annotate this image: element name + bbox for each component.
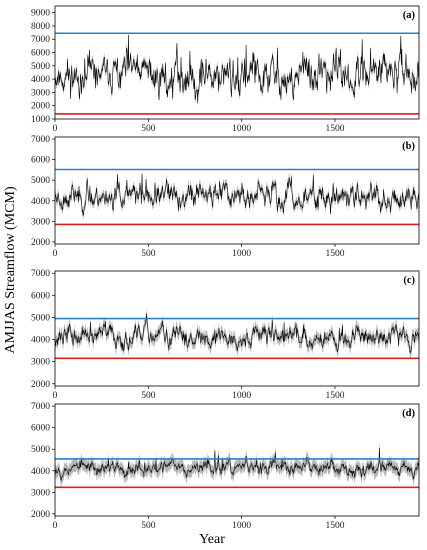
x-axis-label: Year xyxy=(199,532,225,547)
y-tick-label: 5000 xyxy=(31,445,50,455)
y-tick-label: 4000 xyxy=(31,197,50,207)
panel-a: 1000 2000 3000 4000 5000 6000 7000 8000 9000 0 500… xyxy=(31,5,420,134)
y-tick-label: 5000 xyxy=(31,62,50,72)
x-tick-label: 0 xyxy=(53,124,58,134)
x-tick-label: 1000 xyxy=(232,391,251,401)
y-tick-label: 7000 xyxy=(31,402,50,412)
y-tick-label: 6000 xyxy=(31,424,50,434)
plot-frame xyxy=(54,270,420,387)
uncertainty-band xyxy=(55,169,419,220)
y-tick-label: 3000 xyxy=(31,88,50,98)
x-tick-label: 1500 xyxy=(326,391,345,401)
y-tick-label: 2000 xyxy=(31,510,50,520)
panel-label: (a) xyxy=(403,10,416,21)
y-tick-label: 2000 xyxy=(31,102,50,112)
panel-b: 2000 3000 4000 5000 6000 7000 0 500 1000 1500 (b) xyxy=(31,135,420,259)
y-tick-label: 4000 xyxy=(31,467,50,477)
panel-d: 2000 3000 4000 5000 6000 7000 0 500 1000 1500 (d) xyxy=(31,402,420,531)
y-tick-label: 3000 xyxy=(31,217,50,227)
y-tick-label: 6000 xyxy=(31,156,50,166)
y-tick-label: 4000 xyxy=(31,336,50,346)
panel-label: (b) xyxy=(402,141,415,152)
panel-c: 2000 3000 4000 5000 6000 7000 0 500 1000 1500 (c) xyxy=(31,269,420,401)
panel-label: (d) xyxy=(402,408,415,419)
x-tick-label: 1500 xyxy=(326,124,345,134)
y-tick-label: 4000 xyxy=(31,75,50,85)
streamflow-series-line xyxy=(54,173,420,216)
y-tick-label: 9000 xyxy=(31,9,50,19)
y-tick-label: 7000 xyxy=(31,269,50,279)
y-tick-label: 1000 xyxy=(31,115,50,125)
uncertainty-band xyxy=(55,30,419,108)
x-tick-label: 500 xyxy=(141,124,156,134)
plot-frame xyxy=(54,5,420,120)
y-tick-label: 3000 xyxy=(31,358,50,368)
x-tick-label: 0 xyxy=(53,521,58,531)
streamflow-series-line xyxy=(54,313,420,354)
x-tick-label: 1000 xyxy=(232,124,251,134)
y-tick-label: 5000 xyxy=(31,176,50,186)
plot-frame xyxy=(54,403,420,517)
streamflow-series-line xyxy=(54,34,420,104)
y-tick-label: 2000 xyxy=(31,380,50,390)
x-tick-label: 1500 xyxy=(326,249,345,259)
panel-label: (c) xyxy=(403,275,415,286)
y-tick-label: 6000 xyxy=(31,49,50,59)
x-tick-label: 500 xyxy=(141,521,156,531)
x-tick-label: 500 xyxy=(141,249,156,259)
x-tick-label: 500 xyxy=(141,391,156,401)
y-tick-label: 2000 xyxy=(31,238,50,248)
x-tick-label: 0 xyxy=(53,391,58,401)
uncertainty-band xyxy=(55,441,419,487)
x-tick-label: 1000 xyxy=(232,521,251,531)
plot-frame xyxy=(54,136,420,245)
x-tick-label: 1500 xyxy=(326,521,345,531)
y-tick-label: 5000 xyxy=(31,313,50,323)
y-axis-label: AMJJAS Streamflow (MCM) xyxy=(3,186,18,354)
y-tick-label: 7000 xyxy=(31,35,50,45)
y-tick-label: 3000 xyxy=(31,488,50,498)
streamflow-series-line xyxy=(54,447,420,482)
x-tick-label: 0 xyxy=(53,249,58,259)
y-tick-label: 6000 xyxy=(31,291,50,301)
uncertainty-band xyxy=(55,308,419,359)
x-tick-label: 1000 xyxy=(232,249,251,259)
y-tick-label: 7000 xyxy=(31,135,50,145)
y-tick-label: 8000 xyxy=(31,22,50,32)
